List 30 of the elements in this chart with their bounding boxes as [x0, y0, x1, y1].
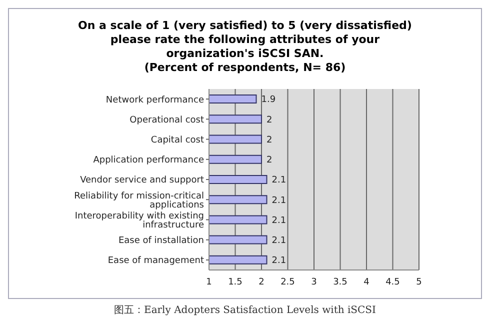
data-label: 2.1: [272, 176, 286, 186]
y-tick-label: Reliability for mission-critical applications: [74, 191, 204, 210]
x-tick-label: 1: [206, 277, 212, 288]
y-tick-label: Vendor service and support: [80, 176, 204, 186]
data-label: 2.1: [272, 216, 286, 226]
x-tick-label: 1.5: [228, 277, 242, 288]
chart-title: On a scale of 1 (very satisfied) to 5 (very dissatisfied) please rate the following attributes of your organization's iSCSI SAN.: [78, 19, 412, 60]
data-label: 2.1: [272, 236, 286, 246]
x-tick-label: 4: [364, 277, 370, 288]
data-label: 2: [266, 115, 272, 126]
data-label: 2: [266, 156, 272, 166]
data-label: 1.9: [261, 95, 276, 106]
data-label: 2.1: [272, 196, 286, 206]
y-tick-label: Ease of management: [108, 256, 204, 266]
x-tick-label: 3: [311, 277, 317, 288]
x-tick-label: 3.5: [333, 277, 348, 288]
y-tick-label: Operational cost: [130, 115, 204, 126]
y-tick-label: Interoperability with existing infrastructure: [74, 211, 204, 230]
text: 图五：Early Adopters Satisfaction Levels with iSCSI: [113, 304, 377, 317]
x-tick-label: 2: [258, 277, 264, 288]
y-tick-label: Capital cost: [150, 135, 204, 146]
y-tick-label: Application performance: [93, 156, 204, 166]
x-tick-label: 4.5: [386, 277, 400, 288]
y-tick-label: Ease of installation: [118, 236, 204, 246]
chart-subtitle: (Percent of respondents, N= 86): [143, 61, 347, 75]
x-tick-label: 5: [416, 277, 422, 288]
x-tick-label: 2.5: [280, 277, 295, 288]
data-label: 2.1: [272, 256, 286, 266]
data-label: 2: [266, 135, 272, 146]
y-tick-label: Network performance: [106, 95, 204, 106]
